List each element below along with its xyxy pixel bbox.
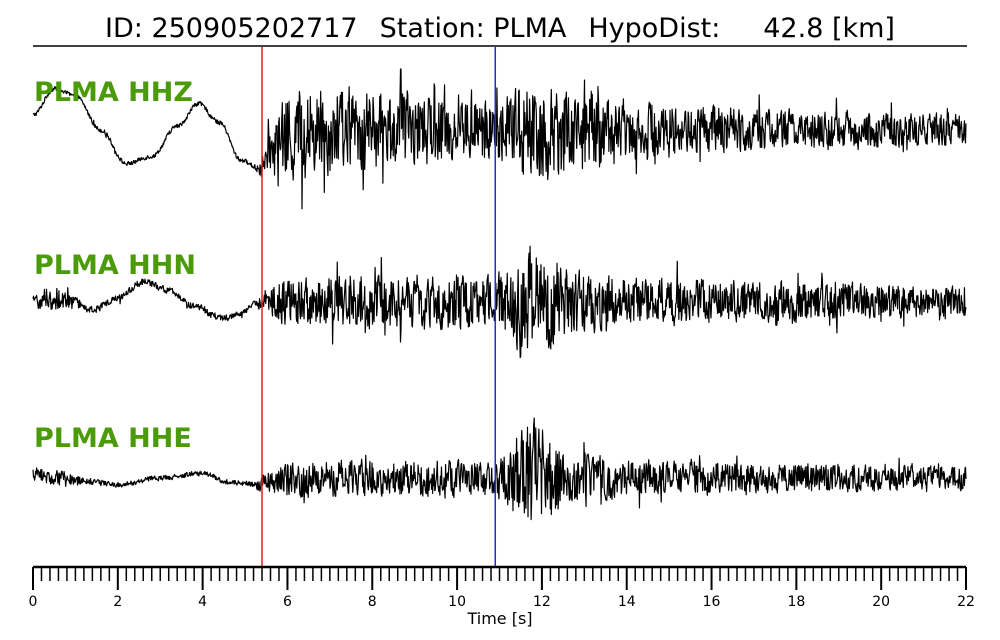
- x-tick-label: 6: [283, 594, 292, 610]
- x-tick-label: 18: [787, 594, 805, 610]
- trace-hhe: [32, 417, 967, 521]
- time-axis: 0 2 4 6 8 10 12 14 16 18 20 22 Time [s]: [29, 565, 975, 628]
- title-station: Station: PLMA: [380, 13, 567, 44]
- x-tick-label: 14: [618, 594, 636, 610]
- trace-label-hhz: PLMA HHZ: [34, 77, 193, 108]
- title-event-id: ID: 250905202717: [105, 13, 358, 44]
- trace-label-hhn: PLMA HHN: [34, 250, 196, 281]
- x-tick-label: 0: [29, 594, 38, 610]
- x-tick-label: 8: [368, 594, 377, 610]
- chart-title: ID: 250905202717 Station: PLMA HypoDist: 4…: [105, 13, 895, 44]
- trace-hhn: [32, 245, 967, 359]
- trace-group: [32, 68, 967, 521]
- x-tick-label: 16: [703, 594, 721, 610]
- x-tick-label: 12: [533, 594, 551, 610]
- x-tick-label: 20: [872, 594, 890, 610]
- x-tick-label: 4: [198, 594, 207, 610]
- x-tick-label: 10: [448, 594, 466, 610]
- trace-hhz: [32, 68, 967, 210]
- x-axis-label: Time [s]: [466, 609, 532, 628]
- x-tick-label: 2: [113, 594, 122, 610]
- phase-picks: [261, 47, 497, 567]
- trace-labels: PLMA HHZ PLMA HHN PLMA HHE: [34, 77, 196, 454]
- title-hypodist: HypoDist: 42.8 [km]: [588, 13, 895, 44]
- trace-label-hhe: PLMA HHE: [34, 423, 192, 454]
- x-tick-label: 22: [957, 594, 975, 610]
